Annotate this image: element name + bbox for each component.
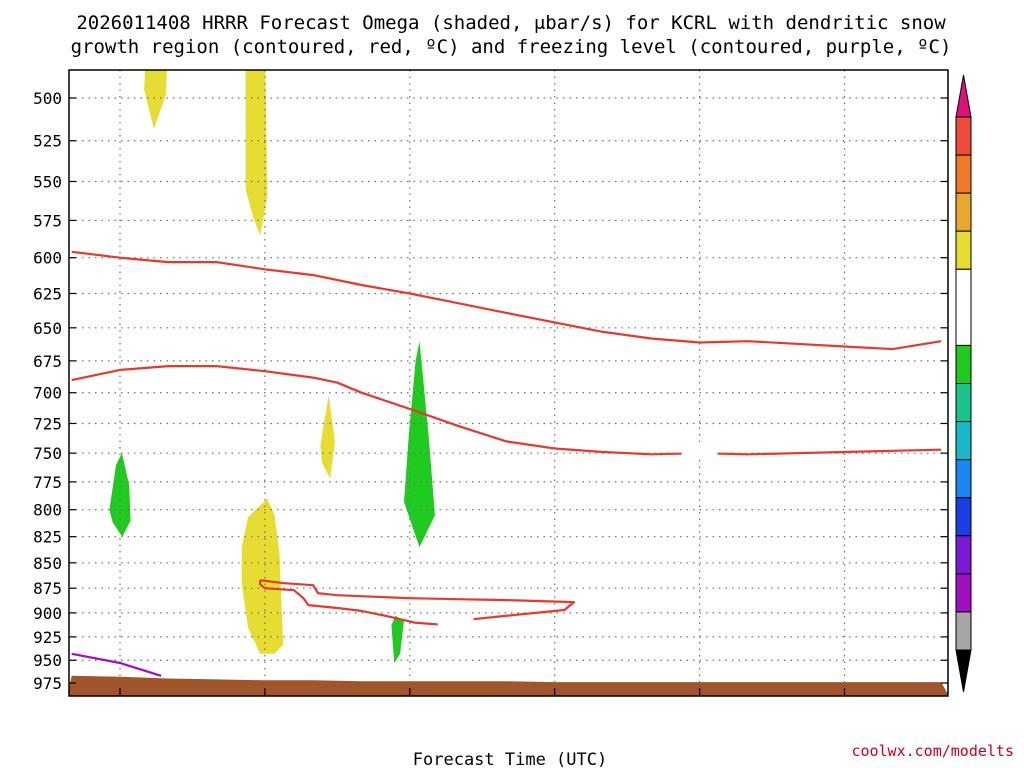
colorbar [955, 74, 972, 693]
contour-label-bg-2 [437, 613, 474, 630]
dgz-upper-boundary [71, 250, 942, 351]
downward-omega-region-1 [109, 453, 131, 537]
y-tick-label-875: 875 [33, 579, 62, 598]
y-tick-label-750: 750 [33, 444, 62, 463]
colorbar-bin-8-12 [955, 192, 972, 232]
y-tick-label-600: 600 [33, 249, 62, 268]
y-tick-label-550: 550 [33, 172, 62, 191]
colorbar-bin-4-8 [955, 230, 972, 270]
colorbar-bin--36--32 [955, 611, 972, 651]
colorbar-under-triangle [955, 649, 972, 693]
y-tick-label-850: 850 [33, 554, 62, 573]
contour-label-bg-1 [681, 441, 718, 458]
y-tick-label-775: 775 [33, 473, 62, 492]
upward-omega-region-1 [144, 70, 167, 129]
y-tick-label-575: 575 [33, 211, 62, 230]
chart-title-line-2: growth region (contoured, red, ºC) and f… [71, 36, 952, 58]
colorbar-bin--4-4 [955, 268, 972, 346]
y-tick-label-725: 725 [33, 414, 62, 433]
upward-omega-region-4 [241, 498, 284, 654]
dgz-low-closed-contour [259, 579, 576, 626]
upward-omega-region-2 [245, 70, 268, 236]
colorbar-bin--8--4 [955, 344, 972, 384]
plot-content [69, 70, 948, 696]
y-tick-label-625: 625 [33, 284, 62, 303]
y-tick-label-900: 900 [33, 604, 62, 623]
y-tick-label-925: 925 [33, 628, 62, 647]
colorbar-bin--20--16 [955, 459, 972, 499]
colorbar-bin--24--20 [955, 497, 972, 537]
credit-link[interactable]: coolwx.com/modelts [851, 742, 1014, 760]
plot-area [69, 70, 948, 696]
y-tick-label-800: 800 [33, 501, 62, 520]
y-tick-label-650: 650 [33, 319, 62, 338]
colorbar-over-triangle [955, 74, 972, 118]
colorbar-bin--32--28 [955, 573, 972, 613]
y-tick-label-500: 500 [33, 89, 62, 108]
terrain-fill [69, 675, 948, 696]
chart-title-line-1: 2026011408 HRRR Forecast Omega (shaded, … [76, 12, 946, 34]
y-tick-label-950: 950 [33, 651, 62, 670]
y-tick-label-825: 825 [33, 528, 62, 547]
downward-omega-region-3 [391, 615, 404, 663]
y-tick-label-675: 675 [33, 352, 62, 371]
colorbar-bin--16--12 [955, 421, 972, 461]
freezing-level-line [71, 652, 162, 677]
colorbar-bin--12--8 [955, 383, 972, 423]
colorbar-bin-16-20 [955, 116, 972, 156]
x-axis-label: Forecast Time (UTC) [413, 750, 607, 768]
y-tick-label-700: 700 [33, 384, 62, 403]
y-tick-label-975: 975 [33, 674, 62, 693]
colorbar-bin--28--24 [955, 535, 972, 575]
plot-frame [68, 69, 949, 697]
axes: 500 525 550 575 600 625 650 675 700 725 750 775 800 8… [33, 69, 949, 697]
upward-omega-region-3 [320, 395, 335, 479]
colorbar-bin-12-16 [955, 154, 972, 194]
y-tick-label-525: 525 [33, 132, 62, 151]
dgz-lower-boundary [71, 365, 942, 456]
downward-omega-region-2 [404, 341, 435, 548]
